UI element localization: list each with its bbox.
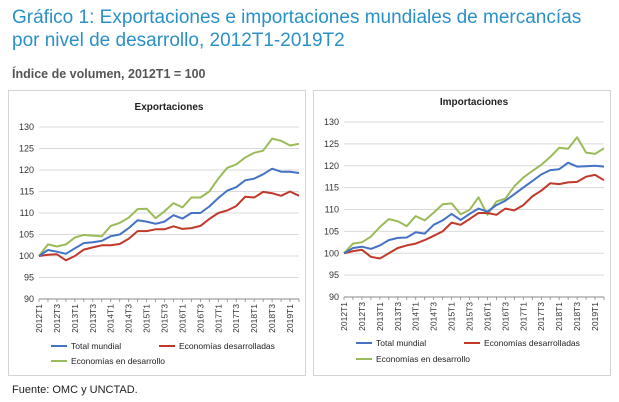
x-tick-label: 2015T3 bbox=[465, 302, 475, 331]
legend-label-developed: Economías desarrolladas bbox=[179, 341, 275, 351]
y-tick-label: 120 bbox=[19, 165, 34, 175]
y-tick-label: 105 bbox=[324, 226, 339, 236]
series-line-developed bbox=[38, 190, 300, 262]
legend-label-total: Total mundial bbox=[71, 341, 121, 351]
x-tick-label: 2016T1 bbox=[177, 304, 187, 333]
x-tick-label: 2013T3 bbox=[88, 304, 98, 333]
y-tick-label: 95 bbox=[24, 273, 34, 283]
legend-label-developed: Economías desarrolladas bbox=[484, 338, 580, 348]
legend-label-developing: Economías en desarrollo bbox=[71, 356, 165, 366]
x-tick-label: 2018T1 bbox=[554, 302, 564, 331]
x-tick-label: 2014T1 bbox=[411, 302, 421, 331]
x-tick-label: 2014T1 bbox=[106, 304, 116, 333]
x-tick-label: 2012T3 bbox=[52, 304, 62, 333]
x-tick-label: 2019T1 bbox=[285, 304, 295, 333]
x-tick-label: 2019T1 bbox=[590, 302, 600, 331]
x-tick-label: 2016T1 bbox=[482, 302, 492, 331]
exports-chart: Exportaciones 90 95 100 105 110 115 120 125 130 20… bbox=[19, 102, 300, 366]
x-tick-label: 2014T3 bbox=[124, 304, 134, 333]
x-tick-label: 2018T1 bbox=[249, 304, 259, 333]
figure-title: Gráfico 1: Exportaciones e importaciones… bbox=[12, 7, 582, 51]
legend-label-total: Total mundial bbox=[376, 338, 426, 348]
figure-subtitle: Índice de volumen, 2012T1 = 100 bbox=[12, 67, 206, 81]
y-tick-label: 130 bbox=[324, 117, 339, 127]
x-tick-label: 2018T3 bbox=[267, 304, 277, 333]
x-tick-label: 2012T3 bbox=[357, 302, 367, 331]
x-tick-label: 2017T1 bbox=[213, 304, 223, 333]
x-tick-label: 2013T1 bbox=[70, 304, 80, 333]
x-tick-label: 2012T1 bbox=[34, 304, 44, 333]
series-line-total bbox=[38, 167, 300, 257]
series-line-total bbox=[343, 161, 605, 255]
y-tick-label: 125 bbox=[19, 144, 34, 154]
x-tick-label: 2013T3 bbox=[393, 302, 403, 331]
y-tick-label: 125 bbox=[324, 139, 339, 149]
y-tick-label: 100 bbox=[19, 251, 34, 261]
x-tick-label: 2015T1 bbox=[447, 302, 457, 331]
source-note: Fuente: OMC y UNCTAD. bbox=[12, 384, 138, 396]
imports-chart: Importaciones 90 95 100 105 110 115 120 125 130 20… bbox=[324, 97, 605, 364]
y-tick-label: 130 bbox=[19, 122, 34, 132]
series-line-developed bbox=[343, 173, 605, 260]
x-tick-label: 2017T1 bbox=[518, 302, 528, 331]
x-tick-label: 2017T3 bbox=[536, 302, 546, 331]
x-tick-label: 2016T3 bbox=[195, 304, 205, 333]
x-tick-label: 2015T3 bbox=[160, 304, 170, 333]
x-tick-label: 2012T1 bbox=[339, 302, 349, 331]
y-tick-label: 115 bbox=[20, 187, 34, 197]
y-tick-label: 115 bbox=[325, 183, 339, 193]
series-line-developing bbox=[38, 137, 300, 257]
y-tick-label: 100 bbox=[324, 248, 339, 258]
x-tick-label: 2013T1 bbox=[375, 302, 385, 331]
y-tick-label: 90 bbox=[24, 294, 34, 304]
x-tick-label: 2014T3 bbox=[429, 302, 439, 331]
imports-chart-panel: Importaciones 90 95 100 105 110 115 120 125 130 20… bbox=[313, 90, 611, 376]
x-tick-label: 2016T3 bbox=[500, 302, 510, 331]
y-tick-label: 110 bbox=[20, 208, 34, 218]
y-tick-label: 110 bbox=[325, 205, 339, 215]
exports-chart-panel: Exportaciones 90 95 100 105 110 115 120 125 130 20… bbox=[8, 90, 306, 376]
legend-label-developing: Economías en desarrollo bbox=[376, 354, 470, 364]
chart-title: Exportaciones bbox=[135, 102, 204, 113]
x-tick-label: 2017T3 bbox=[231, 304, 241, 333]
x-tick-label: 2018T3 bbox=[572, 302, 582, 331]
chart-title: Importaciones bbox=[440, 97, 509, 108]
y-tick-label: 95 bbox=[329, 270, 339, 280]
series-line-developing bbox=[343, 136, 605, 254]
y-tick-label: 105 bbox=[19, 230, 34, 240]
y-tick-label: 120 bbox=[324, 161, 339, 171]
y-tick-label: 90 bbox=[329, 292, 339, 302]
x-tick-label: 2015T1 bbox=[142, 304, 152, 333]
